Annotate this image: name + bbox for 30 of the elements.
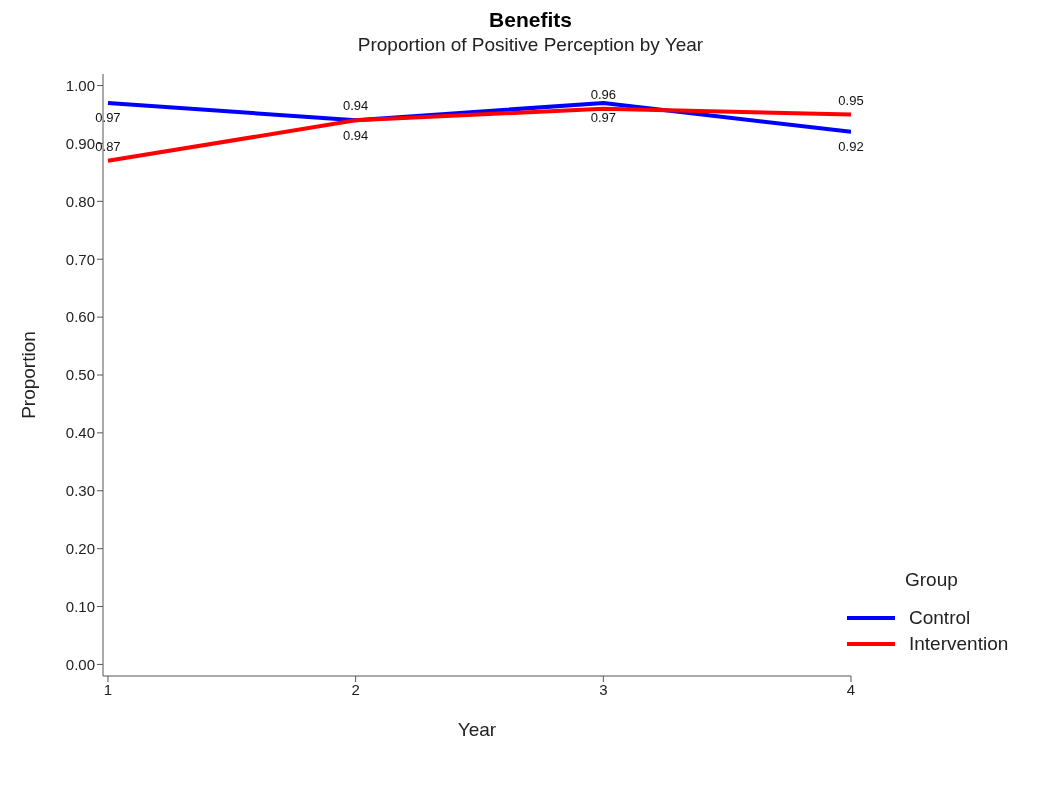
x-tick-label: 3 <box>599 680 608 698</box>
y-tick-label: 0.50 <box>65 366 95 384</box>
legend-label: Control <box>909 607 971 629</box>
y-tick-label: 0.30 <box>65 482 95 500</box>
x-tick-label: 2 <box>351 680 360 698</box>
x-tick-label: 4 <box>846 680 856 698</box>
legend-title: Group <box>905 569 959 591</box>
x-tick-label: 1 <box>103 680 113 698</box>
x-axis-title: Year <box>457 719 497 740</box>
y-tick-label: 1.00 <box>65 76 95 94</box>
y-tick-label: 0.40 <box>65 424 95 442</box>
y-tick-label: 0.70 <box>65 250 95 268</box>
y-tick-label: 0.90 <box>65 134 95 152</box>
y-tick-label: 0.20 <box>65 539 95 557</box>
data-label: 0.96 <box>590 86 616 102</box>
data-label: 0.92 <box>838 139 864 155</box>
chart-subtitle: Proportion of Positive Perception by Year <box>356 34 705 56</box>
data-label: 0.87 <box>95 138 121 154</box>
data-label: 0.94 <box>342 98 369 114</box>
y-tick-label: 0.00 <box>65 655 95 673</box>
y-axis-title: Proportion <box>17 331 39 419</box>
chart-title: Benefits <box>488 8 573 32</box>
data-label: 0.94 <box>342 127 369 143</box>
legend-label: Intervention <box>909 633 1009 655</box>
y-tick-label: 0.60 <box>65 308 95 326</box>
y-tick-label: 0.10 <box>65 597 95 615</box>
data-label: 0.95 <box>838 92 864 108</box>
y-tick-label: 0.80 <box>65 192 95 210</box>
data-label: 0.97 <box>95 110 121 126</box>
data-label: 0.97 <box>590 110 616 126</box>
